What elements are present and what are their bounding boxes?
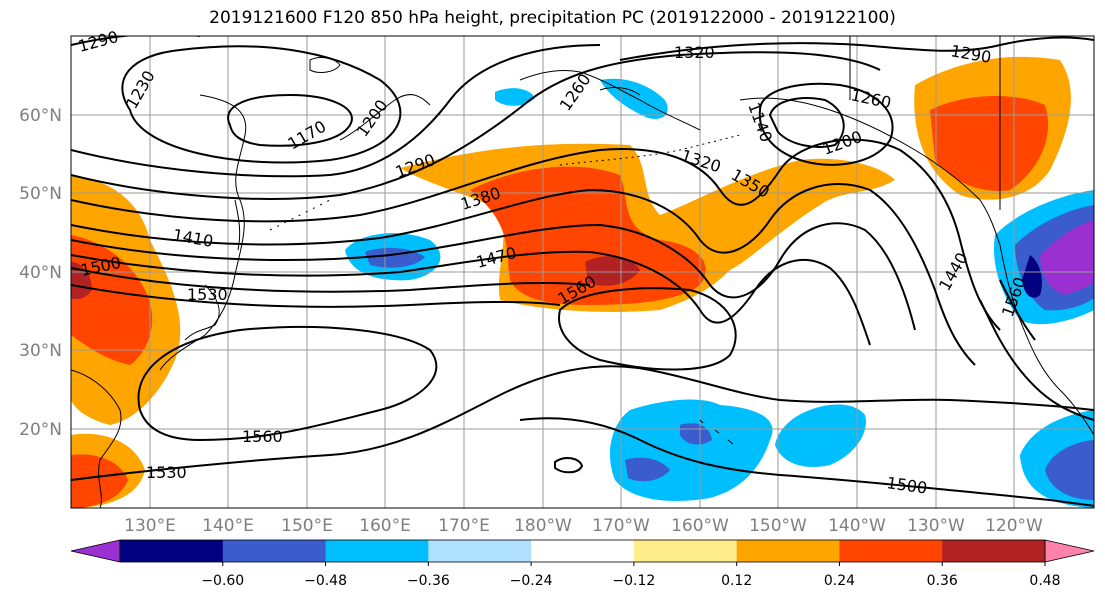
lon-label: 170°W <box>592 516 650 536</box>
colorbar-label: 0.24 <box>824 573 855 589</box>
colorbar-label: −0.12 <box>612 573 655 589</box>
aleutian-islands <box>559 134 741 166</box>
coastline-north-america-west <box>999 244 1094 436</box>
map-frame <box>70 35 1095 509</box>
precip-strong-negative-hawaii-center <box>680 423 712 445</box>
latitude-labels: 60°N 50°N 40°N 30°N 20°N <box>19 106 62 440</box>
coastline-alaska-south <box>739 97 1001 246</box>
precip-very-strong-positive-north-pacific <box>585 256 640 286</box>
lon-label: 160°E <box>359 516 411 536</box>
contour-1500-south <box>519 417 1094 507</box>
contour-1530-south <box>71 365 1094 481</box>
contour-label: 1560 <box>242 427 283 446</box>
height-contours <box>71 36 1094 507</box>
colorbar: −0.60 −0.48 −0.36 −0.24 −0.12 0.12 0.24 0.36 0.4… <box>70 539 1095 589</box>
colorbar-segment <box>325 540 429 562</box>
coastline-island-north <box>309 57 341 73</box>
map-title: 2019121600 F120 850 hPa height, precipit… <box>209 8 896 28</box>
lon-label: 140°W <box>828 516 886 536</box>
lon-label: 120°W <box>985 516 1043 536</box>
contour-1560-east <box>999 279 1036 341</box>
lon-label: 130°E <box>124 516 176 536</box>
contour-1170 <box>227 93 353 147</box>
lon-label: 130°W <box>907 516 965 536</box>
kuril-islands <box>269 199 331 231</box>
colorbar-segment <box>222 540 327 562</box>
contour-1440-east <box>979 299 1094 421</box>
colorbar-label: −0.60 <box>201 573 244 589</box>
colorbar-label: −0.48 <box>304 573 347 589</box>
lon-label: 150°E <box>281 516 333 536</box>
precip-extreme-negative-west-us <box>1022 255 1042 298</box>
colorbar-segment <box>120 540 224 562</box>
colorbar-label: 0.48 <box>1029 573 1060 589</box>
colorbar-segment <box>428 540 532 562</box>
contour-1380 <box>71 183 976 366</box>
coastline-japan <box>184 284 220 341</box>
contour-1290-nw <box>71 36 200 46</box>
colorbar-segment <box>736 540 840 562</box>
lat-label: 30°N <box>19 341 62 361</box>
colorbar-segment <box>633 540 738 562</box>
contour-1560-south <box>137 325 438 442</box>
contour-1200-alaska <box>758 82 894 166</box>
colorbar-frame <box>119 539 1046 563</box>
lon-label: 180°W <box>514 516 572 536</box>
precip-strong-positive-alaska <box>930 95 1049 191</box>
colorbar-label: 0.12 <box>721 573 752 589</box>
precip-strong-negative-mexico <box>1045 440 1094 500</box>
precip-strong-negative-hawaii-west <box>625 457 670 482</box>
contour-small-closed <box>554 457 584 474</box>
colorbar-arrow-left <box>70 539 121 563</box>
contour-1320-north <box>619 36 1094 61</box>
lon-label: 150°W <box>749 516 807 536</box>
precip-negative-region-bering <box>495 88 535 106</box>
longitude-labels: 130°E 140°E 150°E 160°E 170°E 180°W 170°… <box>124 516 1043 536</box>
precip-negative-region-hawaii-east <box>775 404 866 468</box>
contour-1140 <box>768 97 845 148</box>
coastline-sakhalin <box>234 199 241 251</box>
contour-1260-north <box>71 51 881 200</box>
precip-very-strong-positive-japan <box>71 262 92 300</box>
contour-label: 1320 <box>674 43 715 62</box>
precipitation-shading <box>71 56 1094 508</box>
contour-1410 <box>71 222 916 331</box>
coastline-bering-islands <box>599 87 641 96</box>
colorbar-segment <box>531 540 635 562</box>
lat-label: 20°N <box>19 420 62 440</box>
coastlines <box>71 36 1094 508</box>
contour-1500 <box>71 267 591 293</box>
country-borders <box>849 36 1001 210</box>
precip-negative-region-alaska-north <box>600 78 668 119</box>
precip-very-strong-negative-west-us <box>1040 220 1094 295</box>
coastline-kamchatka <box>339 94 431 141</box>
lat-label: 40°N <box>19 263 62 283</box>
lon-label: 160°W <box>671 516 729 536</box>
lat-label: 50°N <box>19 184 62 204</box>
coastline-alaska-west <box>519 69 701 131</box>
contour-1320-middle <box>71 138 1001 331</box>
precip-strong-positive-japan <box>71 235 153 365</box>
contour-1230 <box>121 45 402 164</box>
lon-label: 170°E <box>438 516 490 536</box>
lon-label: 140°E <box>202 516 254 536</box>
colorbar-label: −0.24 <box>510 573 553 589</box>
lat-label: 60°N <box>19 106 62 126</box>
coastline-asia-east <box>159 94 247 371</box>
contour-1530 <box>71 284 561 308</box>
contour-1470 <box>71 250 871 346</box>
hawaiian-islands <box>699 419 734 445</box>
colorbar-label: −0.36 <box>407 573 450 589</box>
coastline-china <box>71 369 122 508</box>
colorbar-segment <box>942 540 1046 562</box>
colorbar-segment <box>839 540 943 562</box>
colorbar-arrow-right <box>1044 539 1095 563</box>
map-gridlines <box>71 36 1094 508</box>
contour-1560-central <box>558 287 737 371</box>
contour-label: 1530 <box>187 285 228 304</box>
contour-label: 1530 <box>146 463 187 482</box>
colorbar-label: 0.36 <box>927 573 958 589</box>
contour-1200-west <box>71 44 601 178</box>
